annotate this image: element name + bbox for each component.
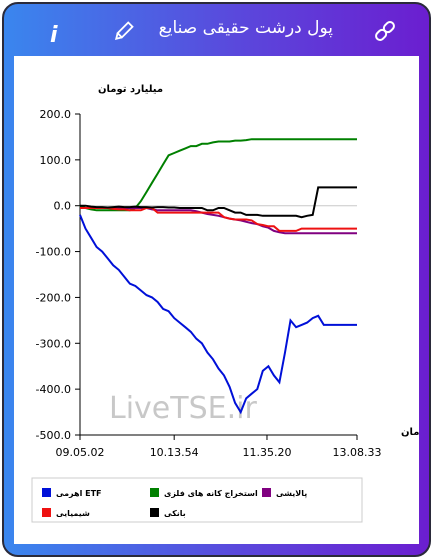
legend-swatch [42, 488, 51, 497]
x-tick-label: 13.08.33 [333, 446, 382, 459]
x-tick-label: 10.13.54 [150, 446, 199, 459]
chart: میلیارد تومان LiveTSE.ir 200.0 100.0 0.0 -100… [31, 84, 425, 523]
y-tick-label: -300.0 [36, 337, 71, 350]
legend-label: شیمیایی [56, 509, 90, 518]
header-title: پول درشت حقیقی صنایع [158, 18, 333, 38]
legend-label: بانکی [164, 509, 186, 518]
legend-swatch [150, 488, 159, 497]
chart-panel: میلیارد تومان LiveTSE.ir 200.0 100.0 0.0 -100… [14, 56, 425, 544]
legend-box [31, 477, 363, 523]
x-tick-label: 11.35.20 [242, 446, 291, 459]
info-icon[interactable]: i [50, 23, 58, 48]
y-tick-label: -200.0 [36, 291, 71, 304]
edit-icon[interactable] [114, 21, 134, 41]
legend-swatch [42, 508, 51, 517]
legend-label: استخراج کانه های فلزی [164, 489, 258, 498]
y-tick-label: -100.0 [36, 246, 71, 259]
series-line [79, 214, 357, 415]
x-tick-label: 09.05.02 [56, 446, 105, 459]
legend-swatch [262, 488, 271, 497]
legend-label: پالایشی [276, 489, 307, 498]
watermark: LiveTSE.ir [109, 391, 257, 426]
y-tick-label: 0.0 [54, 200, 72, 213]
series-line [80, 186, 357, 219]
header-icons: i [50, 20, 395, 48]
legend-label: ETF اهرمی [56, 489, 102, 498]
series-line [80, 207, 357, 232]
legend-swatch [150, 508, 159, 517]
x-axis-label: زمان [401, 427, 419, 438]
y-tick-label: -500.0 [36, 429, 71, 442]
header: i پول درشت حقیقی صنایع [4, 4, 429, 56]
y-tick-label: 100.0 [40, 154, 72, 167]
y-axis-label: میلیارد تومان [98, 84, 163, 95]
y-tick-label: -400.0 [36, 383, 71, 396]
y-tick-label: 200.0 [40, 108, 72, 121]
link-icon[interactable] [374, 20, 395, 41]
